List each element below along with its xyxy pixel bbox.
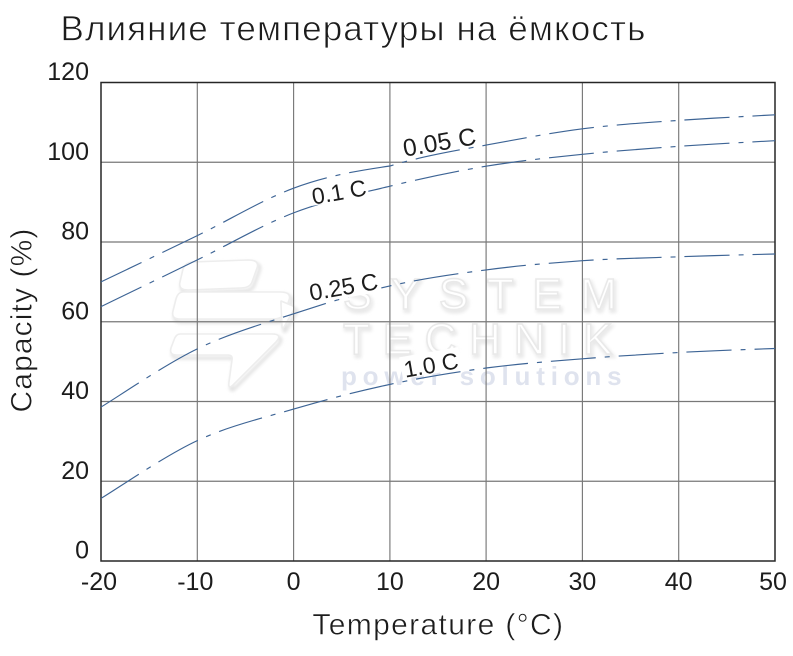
svg-text:20: 20: [472, 568, 500, 596]
svg-text:60: 60: [61, 297, 89, 325]
svg-text:40: 40: [61, 377, 89, 405]
svg-text:Capacity (%): Capacity (%): [6, 228, 39, 413]
svg-text:30: 30: [568, 568, 596, 596]
svg-text:10: 10: [376, 568, 404, 596]
svg-text:20: 20: [61, 457, 89, 485]
svg-text:100: 100: [47, 138, 89, 166]
svg-text:TECHNIK: TECHNIK: [343, 315, 625, 364]
svg-text:80: 80: [61, 218, 89, 246]
svg-text:Temperature (°C): Temperature (°C): [312, 609, 564, 642]
svg-text:120: 120: [47, 58, 89, 86]
svg-text:SYSTEM: SYSTEM: [343, 270, 636, 319]
svg-text:power solutions: power solutions: [341, 361, 627, 391]
svg-text:Влияние температуры на ёмкость: Влияние температуры на ёмкость: [61, 10, 647, 49]
svg-text:-20: -20: [81, 568, 117, 596]
svg-text:-10: -10: [177, 568, 213, 596]
svg-text:50: 50: [759, 568, 787, 596]
svg-text:0: 0: [75, 537, 89, 565]
svg-text:0: 0: [287, 568, 301, 596]
svg-text:40: 40: [665, 568, 693, 596]
